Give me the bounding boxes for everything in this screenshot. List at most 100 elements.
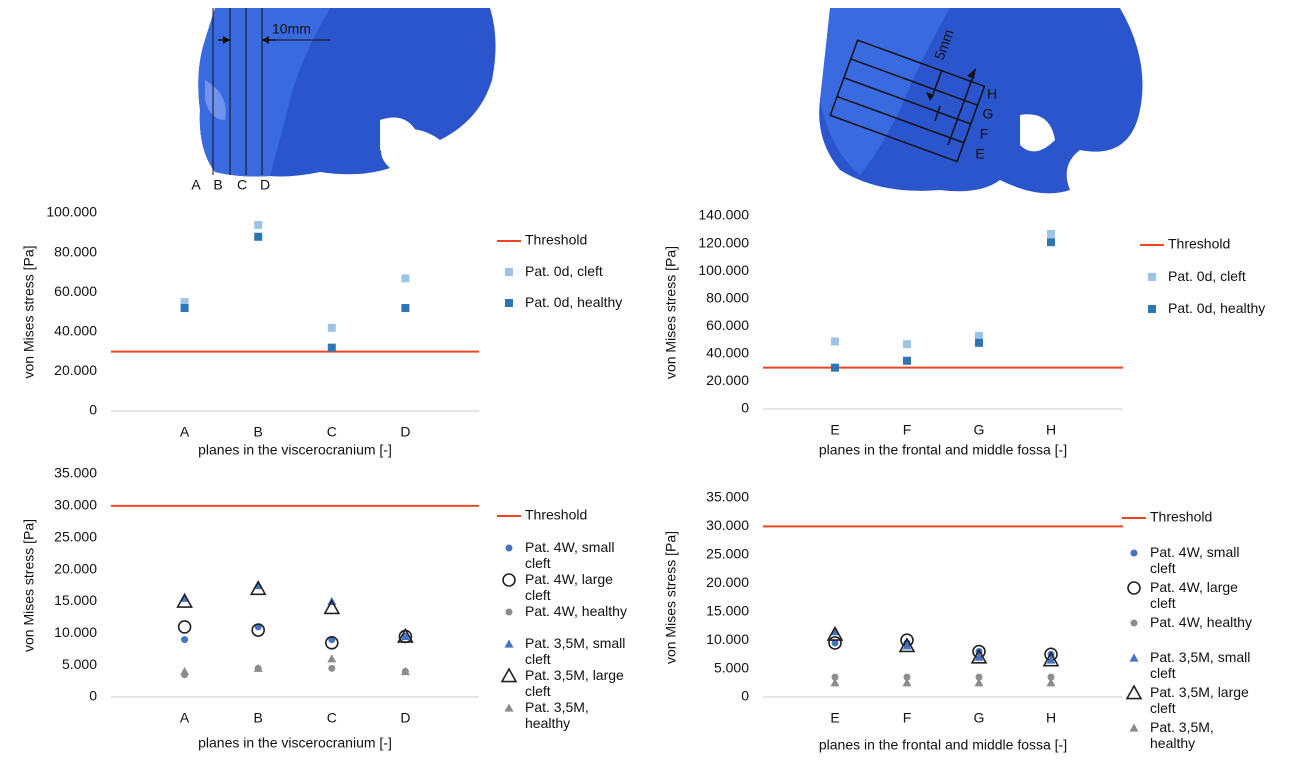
y-axis-title: von Mises stress [Pa] xyxy=(21,245,37,378)
y-tick-label: 120.000 xyxy=(698,234,749,250)
legend-label-box: Pat. 0d, healthy xyxy=(525,294,635,330)
point xyxy=(328,324,336,332)
legend-label: Pat. 4W, small cleft xyxy=(1150,544,1260,576)
legend-swatch xyxy=(1131,550,1138,557)
plane-label: D xyxy=(260,177,270,193)
legend-swatch xyxy=(506,609,513,616)
legend-label: Pat. 3,5M, large cleft xyxy=(1150,684,1260,716)
legend-label: Threshold xyxy=(525,232,587,248)
x-tick-label: F xyxy=(903,710,912,726)
point xyxy=(903,357,911,365)
x-tick-label: C xyxy=(327,710,337,726)
legend-item: Pat. 3,5M, healthy xyxy=(505,699,636,735)
point xyxy=(328,344,336,352)
legend-item: Pat. 4W, healthy xyxy=(506,603,636,639)
x-tick-label: C xyxy=(327,424,337,440)
point xyxy=(254,233,262,241)
legend-swatch xyxy=(505,640,514,648)
legend-item: Pat. 4W, large cleft xyxy=(503,571,635,607)
legend-label-box: Pat. 4W, healthy xyxy=(525,603,635,639)
point xyxy=(831,678,840,686)
legend-swatch xyxy=(1128,582,1140,594)
point xyxy=(903,340,911,348)
legend-swatch xyxy=(1131,620,1138,627)
legend-label-box: Pat. 4W, large cleft xyxy=(1150,579,1260,615)
x-tick-label: H xyxy=(1046,422,1056,438)
y-tick-label: 140.000 xyxy=(698,207,749,223)
x-tick-label: B xyxy=(254,424,263,440)
x-tick-label: E xyxy=(830,710,839,726)
point xyxy=(831,337,839,345)
point xyxy=(1047,678,1056,686)
x-tick-label: B xyxy=(254,710,263,726)
legend-label: Pat. 0d, cleft xyxy=(1168,268,1278,284)
legend-swatch xyxy=(505,299,513,307)
legend-label-box: Pat. 0d, healthy xyxy=(1168,300,1278,336)
y-tick-label: 80.000 xyxy=(54,243,97,259)
point xyxy=(831,364,839,372)
legend-label-box: Pat. 3,5M, healthy xyxy=(1150,719,1260,755)
legend-item: Pat. 3,5M, healthy xyxy=(1130,719,1261,755)
legend-item: Pat. 4W, small cleft xyxy=(506,539,636,575)
point xyxy=(975,332,983,340)
y-tick-label: 10.000 xyxy=(706,631,749,647)
legend-label-box: Pat. 3,5M, small cleft xyxy=(525,635,635,671)
point xyxy=(903,678,912,686)
legend-label-box: Pat. 4W, small cleft xyxy=(525,539,635,575)
x-axis-title: planes in the viscerocranium [-] xyxy=(198,442,392,458)
y-tick-label: 20.000 xyxy=(54,362,97,378)
x-axis-title: planes in the frontal and middle fossa [… xyxy=(819,442,1067,458)
legend-item: Pat. 0d, healthy xyxy=(1148,300,1278,336)
point xyxy=(328,665,335,672)
y-tick-label: 40.000 xyxy=(706,345,749,361)
point xyxy=(254,221,262,229)
legend-item: Pat. 3,5M, small cleft xyxy=(505,635,636,671)
legend-label: Pat. 4W, small cleft xyxy=(525,539,635,571)
legend-swatch xyxy=(502,669,516,682)
y-axis-title: von Mises stress [Pa] xyxy=(663,531,679,664)
plane-label: B xyxy=(213,177,222,193)
y-tick-label: 60.000 xyxy=(706,317,749,333)
x-tick-label: A xyxy=(180,710,190,726)
point xyxy=(327,654,336,662)
y-tick-label: 0 xyxy=(89,688,97,704)
x-tick-label: H xyxy=(1046,710,1056,726)
y-tick-label: 25.000 xyxy=(54,528,97,544)
plane-label: A xyxy=(191,177,201,193)
x-tick-label: D xyxy=(400,710,410,726)
point xyxy=(975,339,983,347)
y-tick-label: 20.000 xyxy=(706,574,749,590)
legend-label: Pat. 0d, healthy xyxy=(525,294,635,310)
y-tick-label: 15.000 xyxy=(706,602,749,618)
x-axis-title: planes in the frontal and middle fossa [… xyxy=(819,737,1067,753)
point xyxy=(179,621,191,633)
y-axis-title: von Mises stress [Pa] xyxy=(21,519,37,652)
legend-label: Pat. 0d, healthy xyxy=(1168,300,1278,316)
point xyxy=(1047,230,1055,238)
legend-item: Pat. 4W, healthy xyxy=(1131,614,1261,650)
y-tick-label: 0 xyxy=(741,688,749,704)
x-axis-title: planes in the viscerocranium [-] xyxy=(198,735,392,751)
legend-label-box: Pat. 0d, cleft xyxy=(1168,268,1278,304)
legend-swatch xyxy=(503,574,515,586)
legend-label: Pat. 4W, large cleft xyxy=(525,571,635,603)
legend-label: Pat. 0d, cleft xyxy=(525,263,635,279)
y-tick-label: 0 xyxy=(741,400,749,416)
legend-label: Threshold xyxy=(1168,236,1230,252)
y-tick-label: 20.000 xyxy=(706,372,749,388)
legend-item: Pat. 3,5M, large cleft xyxy=(1127,684,1260,720)
legend-swatch xyxy=(1148,305,1156,313)
legend-item: Pat. 4W, large cleft xyxy=(1128,579,1260,615)
figure: 10mm A B C D 5mm H G F E 0 20.000 40.000 60… xyxy=(0,0,1294,757)
legend-label: Pat. 3,5M, small cleft xyxy=(525,635,635,667)
plane-label: C xyxy=(237,177,247,193)
y-tick-label: 100.000 xyxy=(46,204,97,220)
dimension-label: 10mm xyxy=(272,21,311,37)
skull-image-fossa: 5mm H G F E xyxy=(819,8,1142,193)
legend-swatch xyxy=(505,704,514,712)
legend-label-box: Pat. 3,5M, large cleft xyxy=(1150,684,1260,720)
legend-item: Pat. 3,5M, small cleft xyxy=(1130,649,1261,685)
legend-label: Pat. 3,5M, healthy xyxy=(525,699,635,731)
legend-swatch xyxy=(1127,686,1141,699)
y-tick-label: 10.000 xyxy=(54,624,97,640)
